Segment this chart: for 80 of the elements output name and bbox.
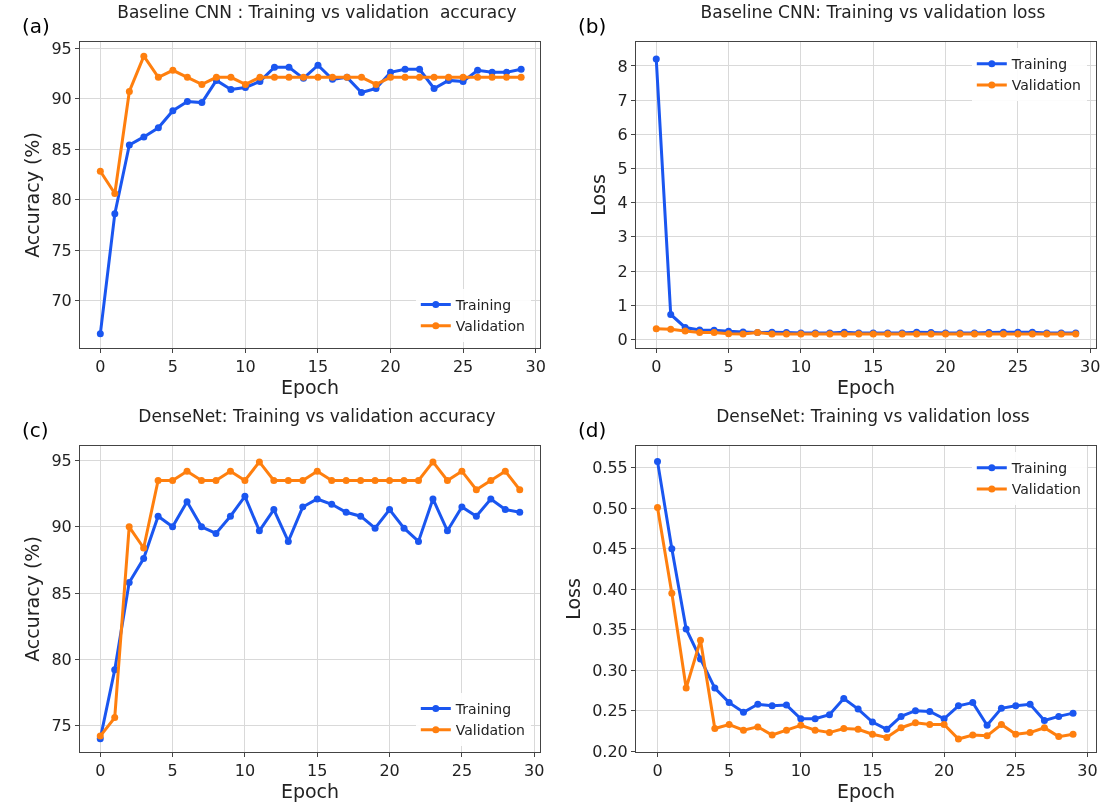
x-tick-label: 30 xyxy=(525,357,546,377)
y-tick-label: 90 xyxy=(51,89,72,109)
legend-label: Validation xyxy=(1011,77,1081,94)
x-tick-label: 15 xyxy=(307,761,328,781)
y-tick-label: 0.30 xyxy=(592,660,628,680)
y-tick-label: 8 xyxy=(617,56,628,76)
y-tick-label: 0.25 xyxy=(592,701,628,721)
x-tick-label: 5 xyxy=(723,357,734,377)
x-tick-label: 15 xyxy=(862,761,883,781)
x-tick-label: 20 xyxy=(379,761,400,781)
x-tick-label: 20 xyxy=(935,357,956,377)
x-tick-label: 30 xyxy=(1080,357,1101,377)
text: (d) xyxy=(578,418,607,442)
legend-label: Validation xyxy=(1011,481,1081,498)
y-tick-label: 90 xyxy=(51,517,72,537)
x-tick-label: 15 xyxy=(307,357,329,377)
x-tick-label: 5 xyxy=(167,357,178,377)
x-tick-label: 0 xyxy=(95,357,106,377)
legend-label: Validation xyxy=(455,722,525,739)
legend-label: Training xyxy=(454,700,512,717)
y-tick-label: 70 xyxy=(51,291,72,311)
text: (c) xyxy=(22,418,49,442)
x-axis-title: Epoch xyxy=(836,376,896,399)
y-tick-label: 75 xyxy=(51,716,72,736)
x-tick-label: 30 xyxy=(1077,761,1098,781)
chart-title: DenseNet: Training vs validation loss xyxy=(716,405,1030,426)
x-tick-label: 15 xyxy=(863,357,884,377)
x-tick-label: 25 xyxy=(451,761,473,781)
y-tick-label: 0.20 xyxy=(592,741,628,761)
x-tick-label: 0 xyxy=(95,761,106,781)
x-tick-label: 10 xyxy=(234,761,256,781)
x-tick-label: 0 xyxy=(652,761,663,781)
y-axis-title: Loss xyxy=(562,578,585,620)
y-tick-label: 85 xyxy=(51,139,72,159)
chart-title: Baseline CNN: Training vs validation loss xyxy=(700,1,1046,22)
y-tick-label: 95 xyxy=(51,451,72,471)
x-tick-label: 20 xyxy=(933,761,955,781)
y-tick-label: 0 xyxy=(617,330,628,350)
x-axis-title: Epoch xyxy=(280,376,340,399)
y-tick-label: 5 xyxy=(617,159,628,179)
x-tick-label: 20 xyxy=(380,357,401,377)
y-tick-label: 4 xyxy=(617,193,628,213)
x-tick-label: 25 xyxy=(1005,761,1026,781)
x-tick-label: 0 xyxy=(651,357,662,377)
legend-label: Training xyxy=(1010,460,1068,477)
y-tick-label: 7 xyxy=(617,90,628,110)
x-axis-title: Epoch xyxy=(280,780,340,803)
chart-title: DenseNet: Training vs validation accuracy xyxy=(138,405,496,426)
y-tick-label: 0.55 xyxy=(592,458,628,478)
y-tick-label: 0.40 xyxy=(592,579,628,599)
text: (a) xyxy=(22,14,50,38)
y-axis-title: Loss xyxy=(587,174,610,216)
y-axis-title: Accuracy (%) xyxy=(21,132,44,258)
y-tick-label: 2 xyxy=(617,261,628,281)
chart-title: Baseline CNN : Training vs validation accuracy xyxy=(117,1,517,22)
x-tick-label: 10 xyxy=(235,357,256,377)
x-tick-label: 25 xyxy=(452,357,474,377)
x-tick-label: 30 xyxy=(524,761,545,781)
y-axis-title: Accuracy (%) xyxy=(21,536,44,662)
x-tick-label: 10 xyxy=(790,761,811,781)
y-tick-label: 80 xyxy=(51,649,72,669)
x-tick-label: 5 xyxy=(724,761,735,781)
legend-label: Training xyxy=(1010,56,1068,73)
y-tick-label: 6 xyxy=(617,124,628,144)
y-tick-label: 0.35 xyxy=(592,620,628,640)
legend-label: Validation xyxy=(455,318,525,335)
y-tick-label: 75 xyxy=(51,240,72,260)
y-tick-label: 1 xyxy=(617,295,628,315)
legend-label: Training xyxy=(454,296,512,313)
y-tick-label: 0.50 xyxy=(592,498,628,518)
text: (b) xyxy=(578,14,607,38)
x-axis-title: Epoch xyxy=(836,780,896,803)
x-tick-label: 10 xyxy=(790,357,812,377)
x-tick-label: 5 xyxy=(167,761,178,781)
y-tick-label: 0.45 xyxy=(592,539,628,559)
y-tick-label: 3 xyxy=(617,227,628,247)
y-tick-label: 80 xyxy=(51,190,72,210)
y-tick-label: 95 xyxy=(51,38,72,58)
y-tick-label: 85 xyxy=(51,583,72,603)
x-tick-label: 25 xyxy=(1007,357,1029,377)
